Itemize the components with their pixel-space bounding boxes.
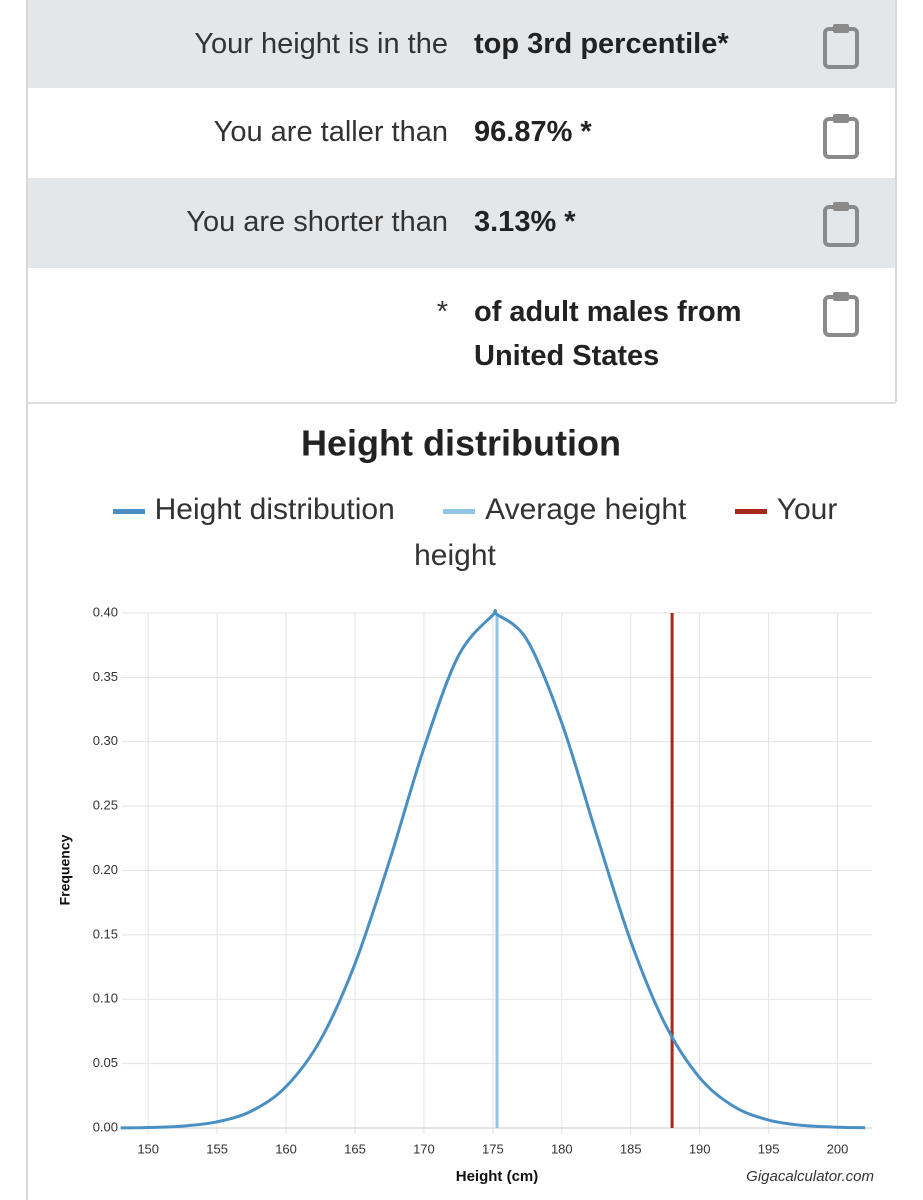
x-tick-label: 195 [758,1141,780,1156]
y-tick-label: 0.30 [93,733,118,748]
y-tick-label: 0.25 [93,798,118,813]
x-axis-title: Height (cm) [456,1168,539,1185]
legend-label: Average height [485,493,687,526]
y-tick-label: 0.40 [93,604,118,619]
x-tick-label: 185 [620,1141,642,1156]
y-tick-label: 0.20 [93,862,118,877]
legend-swatch [734,508,767,514]
y-tick-label: 0.00 [93,1119,118,1134]
x-tick-label: 170 [413,1141,435,1156]
copy-icon[interactable] [822,112,860,160]
copy-icon[interactable] [822,200,860,248]
x-tick-label: 150 [137,1141,159,1156]
legend-item[interactable]: Your height [414,493,837,572]
chart-title: Height distribution [301,423,621,464]
legend-item[interactable]: Average height [443,493,686,526]
table-row: You are shorter than 3.13% * [27,178,896,268]
copy-icon[interactable] [822,22,860,70]
legend-label: Height distribution [154,493,395,526]
copy-icon[interactable] [822,290,860,338]
x-tick-label: 175 [482,1141,504,1156]
legend-swatch [443,508,476,514]
row-label: * [436,296,448,328]
table-row: Your height is in the top 3rd percentile… [27,0,896,88]
series-line [120,608,866,1130]
row-label: Your height is in the [194,28,448,60]
y-tick-label: 0.05 [93,1055,118,1070]
row-label: You are shorter than [186,206,448,238]
x-tick-label: 165 [344,1141,366,1156]
row-value: 3.13% * [474,206,576,238]
x-tick-label: 200 [827,1141,849,1156]
x-tick-label: 180 [551,1141,573,1156]
y-tick-label: 0.15 [93,926,118,941]
x-tick-label: 160 [275,1141,297,1156]
row-label: You are taller than [213,116,448,148]
x-tick-label: 155 [206,1141,228,1156]
credit: Gigacalculator.com [746,1168,874,1185]
legend-label: Your height [414,493,838,572]
row-value: 96.87% * [474,116,592,148]
y-tick-label: 0.10 [93,991,118,1006]
row-value: top 3rd percentile* [474,28,729,60]
legend: Height distribution Average height Your … [70,487,860,579]
table-row: You are taller than 96.87% * [27,88,896,178]
x-tick-label: 190 [689,1141,711,1156]
legend-item[interactable]: Height distribution [112,493,395,526]
y-axis-title: Frequency [57,834,73,905]
table-row: * of adult males from United States [27,268,896,404]
row-value: of adult males from United States [474,296,742,372]
legend-swatch [112,508,145,514]
y-tick-label: 0.35 [93,669,118,684]
